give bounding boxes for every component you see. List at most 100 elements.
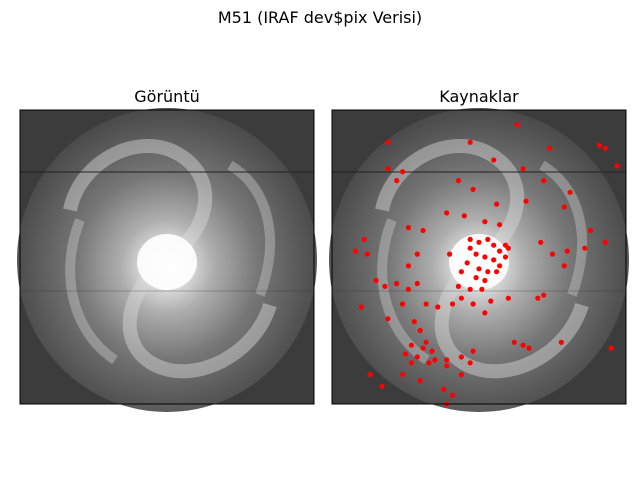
source-marker [473, 275, 479, 281]
source-marker [485, 236, 491, 242]
source-marker [455, 178, 461, 184]
source-marker [458, 269, 464, 275]
source-marker [608, 345, 614, 351]
galaxy-image [17, 108, 317, 412]
source-marker [497, 248, 503, 254]
source-marker [564, 248, 570, 254]
source-marker [547, 145, 553, 151]
source-marker [482, 254, 488, 260]
source-marker [467, 139, 473, 145]
source-marker [470, 348, 476, 354]
source-marker [414, 354, 420, 360]
source-marker [402, 351, 409, 357]
source-marker [485, 269, 491, 275]
source-marker [558, 339, 564, 345]
source-marker [429, 348, 435, 354]
source-marker [535, 295, 541, 301]
source-marker [520, 166, 526, 172]
source-marker [602, 239, 608, 245]
source-marker [582, 245, 588, 251]
source-marker [426, 360, 432, 366]
source-marker [482, 219, 488, 225]
source-marker [567, 189, 573, 195]
source-marker [449, 301, 456, 307]
source-marker [385, 316, 391, 322]
source-marker [423, 339, 429, 345]
source-marker [414, 280, 420, 287]
source-marker [385, 166, 391, 172]
source-marker [420, 345, 426, 351]
source-marker [491, 257, 497, 263]
source-marker [444, 363, 450, 369]
source-marker [444, 210, 450, 216]
sources-panel [329, 108, 629, 412]
source-marker [373, 277, 379, 284]
source-marker [523, 198, 529, 204]
source-marker [458, 354, 464, 360]
source-marker [514, 122, 520, 128]
source-marker [549, 251, 556, 257]
source-marker [470, 301, 476, 307]
source-marker [491, 242, 497, 248]
source-marker [505, 295, 511, 301]
source-marker [400, 169, 406, 175]
source-marker [479, 286, 485, 292]
source-marker [364, 251, 370, 257]
source-marker [464, 260, 470, 266]
source-marker [467, 360, 473, 366]
source-marker [455, 283, 461, 289]
source-marker [467, 245, 473, 251]
sources-panel-title: Kaynaklar [439, 87, 519, 106]
source-marker [505, 245, 511, 251]
source-marker [458, 372, 464, 378]
source-marker [473, 251, 479, 257]
source-marker [476, 239, 482, 245]
source-marker [405, 225, 411, 231]
image-panel-title: Görüntü [134, 87, 200, 106]
galaxy-image-background [329, 108, 629, 412]
source-marker [561, 263, 567, 269]
source-marker [470, 186, 476, 192]
source-marker [382, 283, 388, 289]
image-panel-frame [19, 109, 315, 405]
source-marker [394, 280, 400, 287]
source-marker [447, 251, 453, 257]
source-marker [561, 204, 567, 210]
source-marker [367, 372, 373, 378]
source-marker [414, 251, 420, 257]
source-marker [614, 163, 620, 169]
source-marker [488, 298, 494, 304]
source-marker [497, 263, 503, 269]
source-marker [385, 139, 391, 145]
source-marker [444, 357, 450, 363]
source-marker [482, 277, 488, 284]
source-marker [538, 239, 544, 245]
source-marker [405, 286, 411, 292]
source-marker [420, 227, 426, 234]
source-marker [400, 301, 406, 307]
source-marker [405, 263, 411, 269]
source-marker [467, 236, 473, 242]
source-marker [449, 392, 456, 398]
sources-panel-frame [331, 109, 627, 405]
source-marker [417, 377, 423, 384]
source-marker [423, 301, 429, 307]
source-marker [408, 360, 414, 366]
source-marker [441, 386, 447, 392]
source-marker [361, 236, 367, 242]
source-marker [482, 310, 488, 316]
source-marker [494, 201, 500, 207]
source-marker [494, 269, 500, 275]
source-marker [502, 254, 509, 260]
source-marker [596, 142, 603, 148]
source-marker [541, 178, 547, 184]
source-marker [588, 227, 594, 234]
source-marker [458, 295, 464, 301]
source-marker [432, 357, 438, 363]
figure-title: M51 (IRAF dev$pix Verisi) [217, 8, 423, 27]
source-marker [476, 266, 482, 272]
image-panel [17, 108, 317, 412]
source-marker [497, 222, 503, 228]
source-marker [435, 304, 441, 310]
